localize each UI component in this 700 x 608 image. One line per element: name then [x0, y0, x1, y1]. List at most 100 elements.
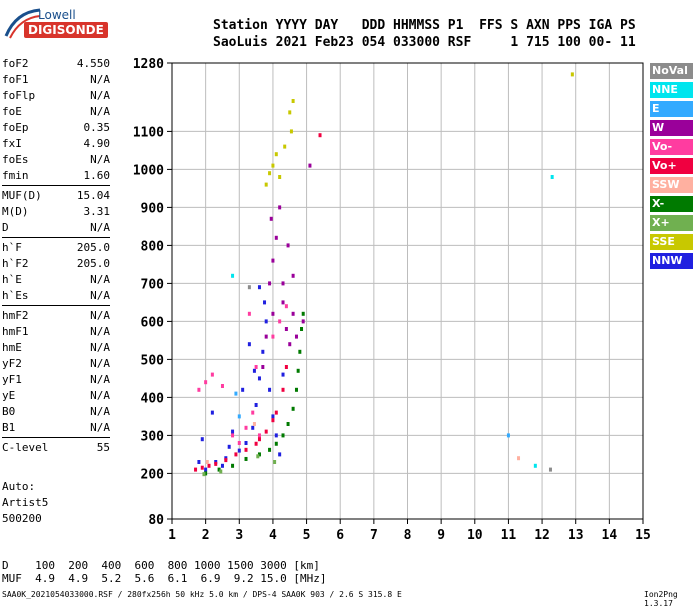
echo-point	[268, 447, 272, 452]
echo-point	[296, 368, 300, 373]
echo-point	[227, 444, 231, 449]
echo-point	[281, 281, 285, 286]
echo-point	[533, 463, 537, 468]
param-separator	[2, 185, 110, 186]
echo-point	[251, 410, 255, 415]
param-value: N/A	[90, 289, 110, 302]
echo-point	[291, 311, 295, 316]
polarization-legend: NoVal NNE E W Vo- Vo+ SSW X- X+ SSE NNW	[650, 63, 693, 272]
echo-point	[251, 425, 255, 430]
echo-point	[271, 163, 275, 168]
param-value: 15.04	[76, 189, 110, 202]
file-info: SAA0K_2021054033000.RSF / 280fx256h 50 k…	[2, 590, 402, 599]
param-value: N/A	[90, 405, 110, 418]
param-row: B1 N/A	[2, 420, 110, 436]
echo-point	[300, 327, 304, 331]
version-label: Ion2Png 1.3.17	[644, 590, 678, 608]
param-value: 4.90	[83, 137, 111, 150]
param-row: D N/A	[2, 220, 110, 236]
param-value: 0.35	[83, 121, 111, 134]
echo-point	[231, 429, 235, 434]
legend-entry: SSE	[650, 234, 693, 250]
echo-point	[291, 273, 295, 278]
param-name: foF1	[2, 73, 29, 86]
param-row: foEs N/A	[2, 152, 110, 168]
legend-entry: NNW	[650, 253, 693, 269]
echo-point	[257, 376, 261, 381]
echo-point	[261, 365, 265, 369]
y-tick-label: 300	[141, 429, 165, 444]
echo-point	[234, 452, 238, 457]
param-value: 4.550	[76, 57, 110, 70]
param-row: h`F2 205.0	[2, 256, 110, 272]
param-row: foEp 0.35	[2, 120, 110, 136]
param-value: N/A	[90, 373, 110, 386]
autoscaling-info: Auto: Artist5 500200	[2, 479, 48, 527]
echo-point	[207, 463, 211, 468]
param-name: fmin	[2, 169, 29, 182]
param-name: B0	[2, 405, 16, 418]
echo-point	[247, 342, 251, 347]
y-tick-label: 500	[141, 353, 165, 368]
echo-point	[274, 433, 278, 438]
x-tick-label: 7	[370, 528, 378, 543]
param-value: N/A	[90, 221, 110, 234]
echo-point	[271, 311, 275, 316]
echo-point	[257, 452, 261, 457]
echo-point	[271, 258, 275, 263]
echo-point	[278, 205, 282, 210]
y-tick-label: 1100	[133, 125, 164, 140]
param-row: foF1 N/A	[2, 72, 110, 88]
param-row: hmF1 N/A	[2, 324, 110, 340]
echo-point	[257, 437, 261, 442]
param-row: h`F 205.0	[2, 240, 110, 256]
echo-point	[273, 460, 277, 464]
echo-point	[224, 458, 228, 463]
param-row: foE N/A	[2, 104, 110, 120]
param-name: foE	[2, 105, 22, 118]
echo-point	[298, 349, 302, 354]
distance-row: D 100 200 400 600 800 1000 1500 3000 [km…	[2, 559, 320, 572]
param-name: C-level	[2, 441, 49, 454]
y-tick-label: 80	[148, 513, 164, 528]
param-row: foFlp N/A	[2, 88, 110, 104]
y-tick-label: 600	[141, 315, 165, 330]
logo-brand: Lowell	[38, 8, 76, 22]
param-name: h`F	[2, 241, 22, 254]
echo-point	[237, 414, 241, 419]
param-name: MUF(D)	[2, 189, 42, 202]
echo-point	[506, 433, 510, 438]
echo-point	[237, 448, 241, 453]
param-name: h`F2	[2, 257, 29, 270]
legend-entry: X+	[650, 215, 693, 231]
param-name: B1	[2, 421, 16, 434]
echo-point	[281, 300, 285, 305]
echo-point	[268, 387, 272, 392]
param-value: N/A	[90, 325, 110, 338]
echo-point	[308, 163, 312, 168]
param-row: fxI 4.90	[2, 136, 110, 152]
param-row: yF1 N/A	[2, 372, 110, 388]
param-row: fmin 1.60	[2, 168, 110, 184]
param-value: 3.31	[83, 205, 111, 218]
param-name: yE	[2, 389, 16, 402]
echo-point	[274, 235, 278, 240]
param-value: N/A	[90, 105, 110, 118]
echo-point	[200, 437, 204, 442]
echo-point	[278, 175, 282, 179]
echo-point	[291, 99, 295, 103]
param-value: N/A	[90, 389, 110, 402]
echo-point	[271, 414, 275, 419]
echo-point	[244, 447, 248, 452]
echo-point	[197, 387, 201, 392]
echo-point	[271, 418, 275, 423]
echo-point	[301, 319, 305, 324]
param-name: foEp	[2, 121, 29, 134]
echo-point	[244, 425, 248, 430]
echo-point	[204, 471, 208, 476]
legend-entry: W	[650, 120, 693, 136]
auto-program: Artist5	[2, 496, 49, 509]
y-tick-label: 700	[141, 277, 165, 292]
echo-point	[204, 467, 208, 472]
echo-point	[210, 410, 214, 415]
